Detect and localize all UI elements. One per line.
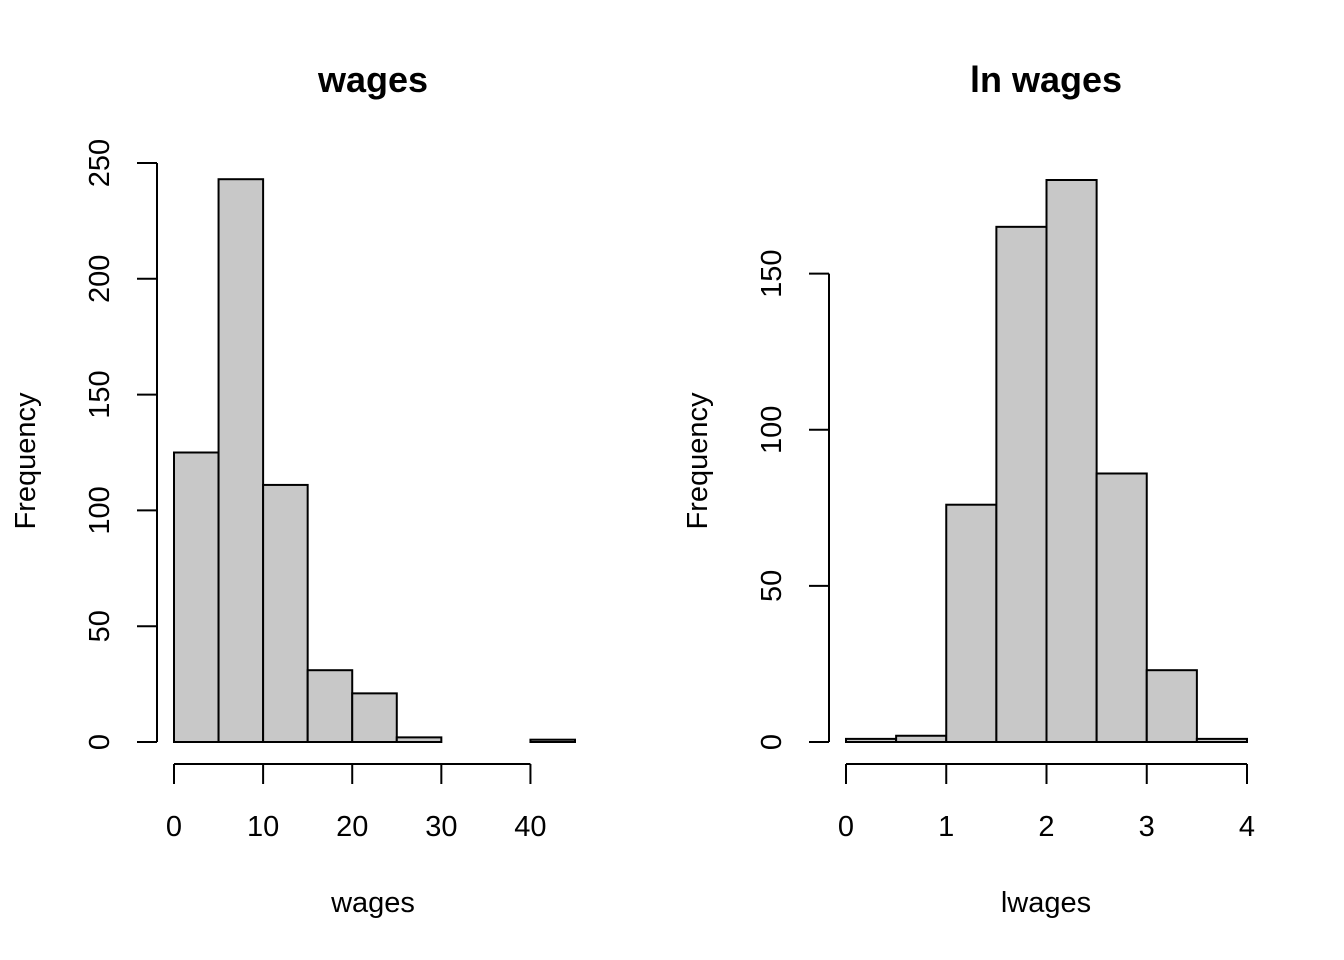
lwages-x-tick-label: 1: [938, 811, 954, 843]
lwages-x-tick-label: 4: [1239, 811, 1255, 843]
wages-bar: [217, 178, 265, 744]
lwages-bar: [1095, 472, 1148, 743]
lwages-x-axis-label: lwages: [1001, 887, 1091, 919]
wages-x-tick-label: 30: [425, 811, 457, 843]
lwages-bar: [845, 737, 898, 744]
wages-y-tick-label: 200: [84, 255, 116, 303]
lwages-y-axis-label: Frequency: [682, 392, 714, 530]
lwages-bars: [845, 179, 1248, 744]
lwages-x-tick-label: 3: [1139, 811, 1155, 843]
lwages-bar: [895, 734, 948, 743]
wages-x-tick-label: 40: [514, 811, 546, 843]
wages-bar: [395, 736, 443, 743]
lwages-y-tick-label: 0: [756, 734, 788, 750]
lwages-x-axis: 0 1 2 3 4: [838, 763, 1255, 843]
lwages-chart-title: ln wages: [970, 59, 1122, 100]
lwages-bar: [995, 225, 1048, 744]
lwages-bar: [1145, 669, 1198, 744]
lwages-y-axis: 0 50 100 150: [756, 249, 830, 750]
lwages-y-tick-label: 150: [756, 249, 788, 297]
wages-x-axis: 0 10 20 30 40: [166, 763, 547, 843]
wages-bar: [529, 738, 577, 744]
wages-y-axis: 0 50 100 150 200 250: [84, 139, 158, 750]
wages-y-tick-label: 250: [84, 139, 116, 187]
wages-bar: [173, 451, 220, 743]
lwages-y-tick-label: 50: [756, 570, 788, 602]
wages-bar: [351, 692, 398, 744]
wages-x-axis-label: wages: [330, 887, 415, 919]
wages-y-tick-label: 50: [84, 610, 116, 642]
wages-y-tick-label: 0: [84, 734, 116, 750]
lwages-x-tick-label: 0: [838, 811, 854, 843]
wages-bar: [306, 669, 354, 743]
wages-bar: [262, 483, 309, 743]
wages-histogram-panel: wages wages Frequency 0 10 20 30 40 0 50 100 15…: [10, 59, 577, 919]
lwages-histogram-panel: ln wages lwages Frequency 0 1 2 3 4 0 50 100 15…: [682, 59, 1255, 919]
lwages-x-tick-label: 2: [1038, 811, 1054, 843]
lwages-y-tick-label: 100: [756, 406, 788, 454]
wages-x-tick-label: 0: [166, 811, 182, 843]
wages-x-tick-label: 20: [336, 811, 368, 843]
wages-y-tick-label: 100: [84, 486, 116, 534]
wages-x-tick-label: 10: [247, 811, 279, 843]
wages-bars: [173, 178, 577, 744]
wages-chart-title: wages: [317, 59, 428, 100]
lwages-bar: [1045, 179, 1098, 743]
wages-y-axis-label: Frequency: [10, 392, 42, 530]
wages-y-tick-label: 150: [84, 370, 116, 418]
lwages-bar: [1195, 737, 1248, 744]
lwages-bar: [945, 503, 998, 744]
